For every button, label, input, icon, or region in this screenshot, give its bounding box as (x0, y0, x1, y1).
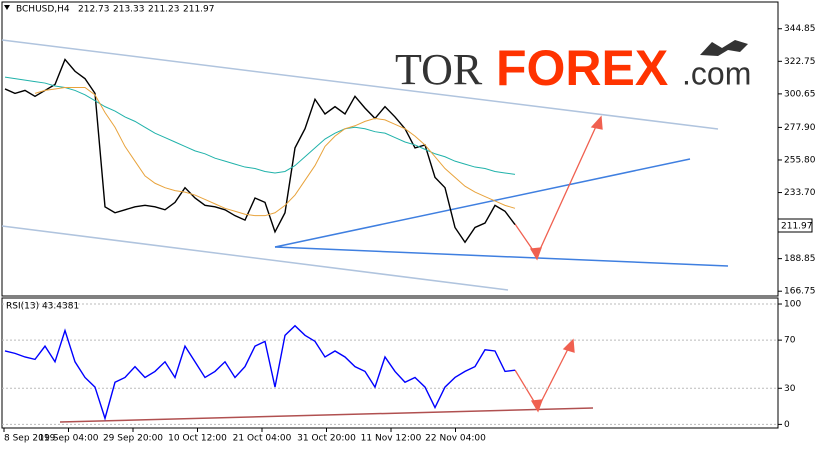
y-tick-label: 322.75 (784, 57, 815, 67)
header-close: 211.97 (183, 5, 215, 15)
channel-bottom (1, 225, 509, 291)
x-tick-label: 29 Sep 20:00 (103, 434, 163, 444)
y-tick-label: 188.85 (784, 254, 815, 264)
header-low: 211.23 (148, 5, 180, 15)
y-tick-label: 70 (784, 336, 796, 346)
logo-com: .com (682, 55, 751, 91)
current-price-box (777, 218, 813, 233)
support-line (274, 158, 691, 248)
header-symbol: BCHUSD,H4 (16, 5, 70, 15)
logo-tor: TOR (395, 45, 483, 94)
arrowhead (562, 338, 575, 353)
series-line (4, 58, 516, 244)
y-tick-label: 233.70 (784, 188, 815, 198)
header-icon (4, 5, 10, 10)
rsi-panel (1, 297, 779, 429)
series-line (34, 86, 516, 217)
x-tick-label: 22 Nov 04:00 (425, 434, 486, 444)
series-line (4, 324, 516, 421)
header-high: 213.33 (113, 5, 145, 15)
forecast-arrows (514, 115, 603, 413)
y-tick-label: 344.85 (784, 24, 815, 34)
header-open: 212.73 (78, 5, 110, 15)
y-tick-label: 30 (784, 384, 796, 394)
y-tick-label: 277.90 (784, 123, 815, 133)
x-tick-label: 21 Oct 04:00 (233, 434, 292, 444)
y-tick-label: 100 (784, 300, 801, 310)
logo-bull (700, 40, 748, 56)
rsi-title: RSI(13) 43.4381 (6, 302, 79, 312)
y-tick-label: 300.65 (784, 89, 815, 99)
current-price: 211.97 (781, 222, 813, 232)
arrowhead (530, 399, 543, 413)
x-tick-label: 10 Oct 12:00 (168, 434, 227, 444)
arrowhead (590, 115, 603, 130)
x-tick-label: 19 Sep 04:00 (38, 434, 98, 444)
support-line (274, 246, 729, 267)
arrow (536, 121, 599, 257)
y-tick-label: 166.75 (784, 287, 815, 297)
arrow (537, 344, 571, 409)
x-tick-label: 8 Sep 2019 (4, 434, 56, 444)
logo-forex: FOREX (496, 40, 668, 96)
y-tick-label: 255.80 (784, 155, 815, 165)
x-tick-label: 31 Oct 20:00 (297, 434, 356, 444)
arrowhead (529, 247, 542, 261)
rsi-trend (59, 407, 594, 423)
y-tick-label: 0 (784, 420, 790, 430)
x-tick-label: 11 Nov 12:00 (361, 434, 422, 444)
channel-top (1, 39, 719, 130)
price-panel (1, 1, 779, 297)
